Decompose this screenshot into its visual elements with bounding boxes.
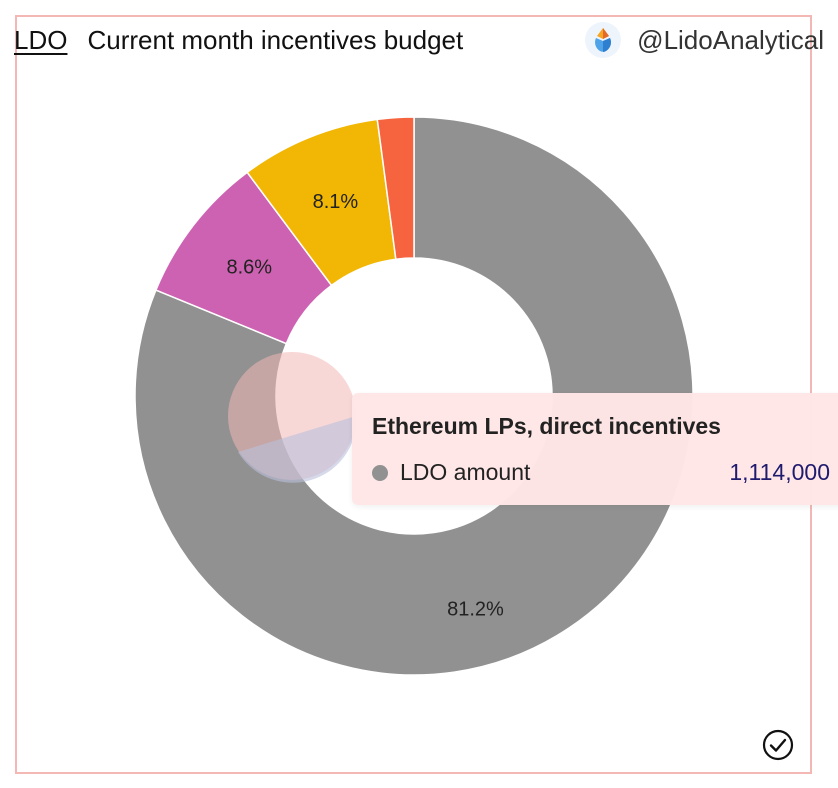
check-circle-icon[interactable] (762, 729, 794, 761)
tooltip-row: LDO amount 1,114,000 (372, 459, 838, 486)
slice-label-3: 8.1% (313, 191, 359, 213)
slice-label-2: 8.6% (226, 256, 272, 278)
tooltip-value: 1,114,000 (729, 459, 830, 485)
chart-tooltip: Ethereum LPs, direct incentives LDO amou… (352, 393, 838, 505)
slice-label-1: 81.2% (447, 599, 504, 621)
tooltip-title: Ethereum LPs, direct incentives (372, 413, 721, 439)
pie-slice-4[interactable] (376, 116, 415, 261)
brand-handle: @LidoAnalytical (637, 24, 824, 55)
ticker-link[interactable]: LDO (14, 24, 68, 55)
brand[interactable]: @LidoAnalytical (585, 22, 824, 58)
lido-drop-icon (585, 22, 622, 58)
chart-title: Current month incentives budget (87, 24, 464, 55)
series-dot-icon (372, 464, 388, 481)
chart-header: LDO Current month incentives budget @Lid… (14, 22, 824, 58)
tooltip-series-label: LDO amount (400, 459, 531, 485)
watermark-shape-2 (238, 416, 356, 483)
